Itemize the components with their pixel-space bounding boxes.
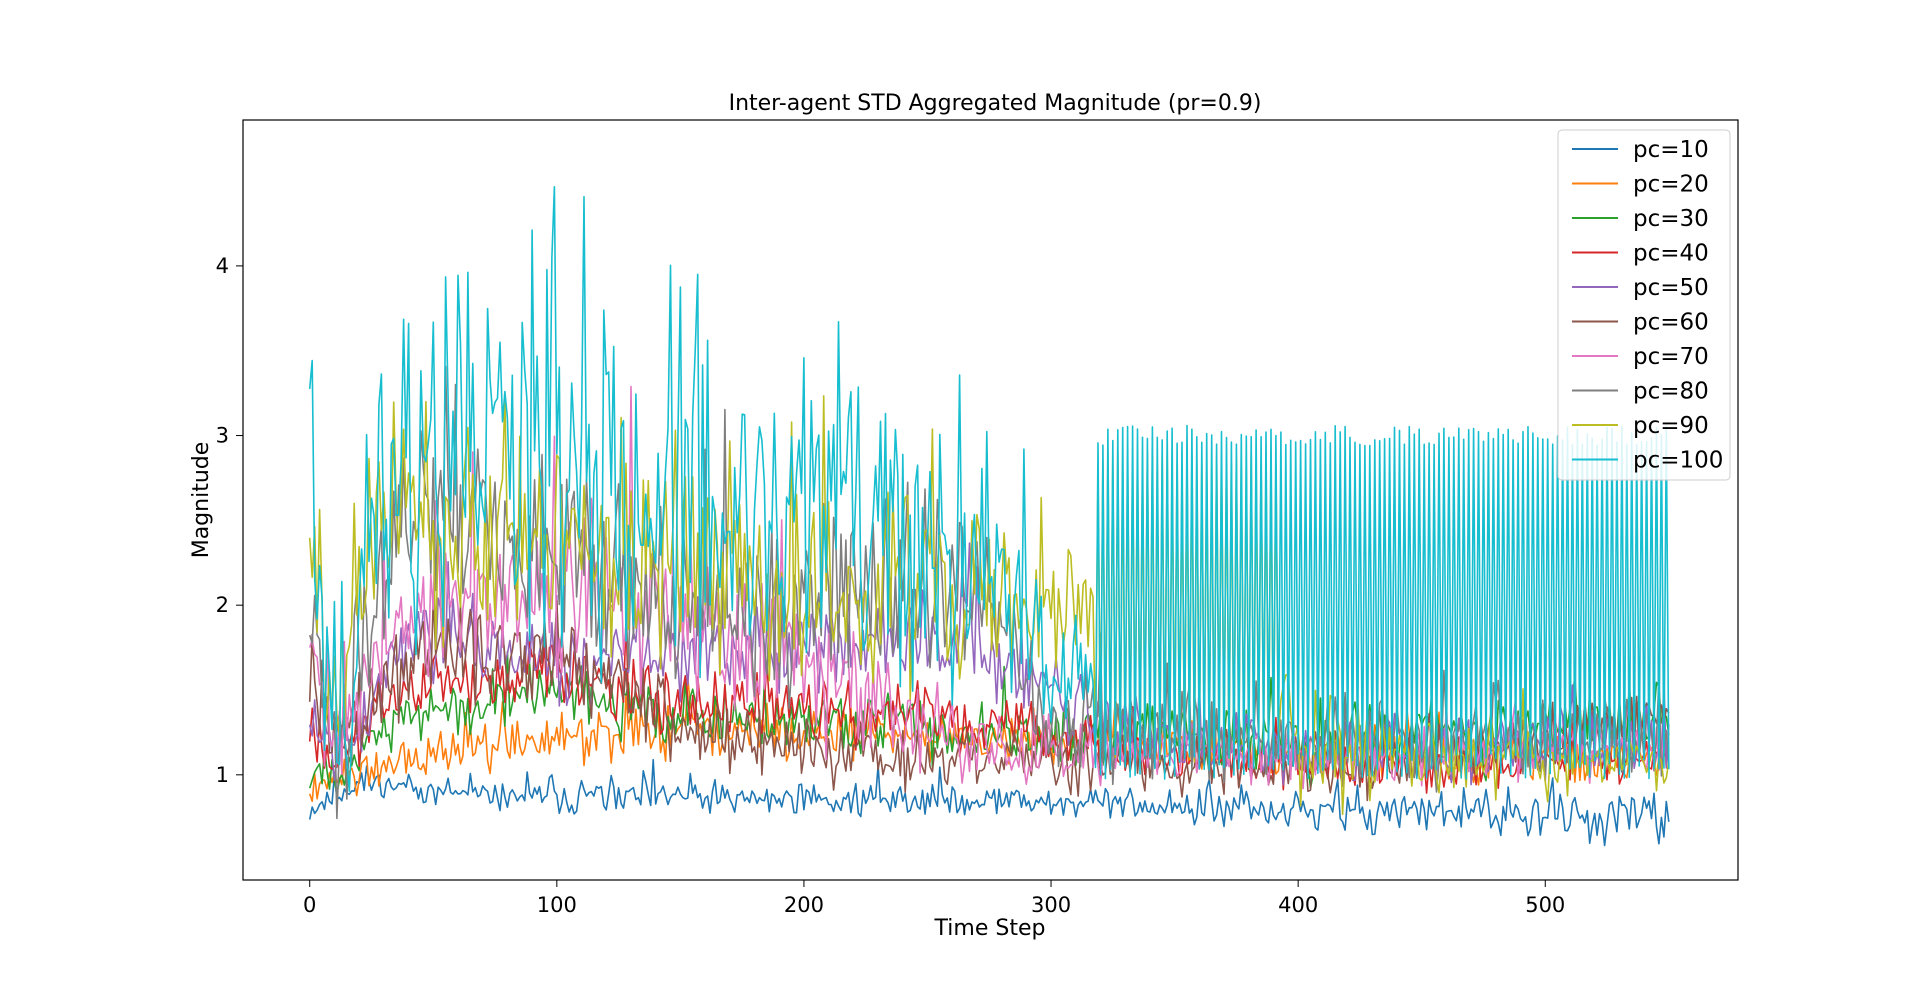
y-axis: 1 2 3 4 xyxy=(216,254,243,787)
legend-label: pc=80 xyxy=(1633,379,1709,405)
legend-label: pc=100 xyxy=(1633,448,1723,474)
y-tick-label: 3 xyxy=(216,424,229,448)
legend-label: pc=50 xyxy=(1633,275,1709,301)
x-tick-label: 0 xyxy=(303,893,316,917)
legend-label: pc=30 xyxy=(1633,206,1709,232)
x-tick-label: 100 xyxy=(537,893,577,917)
chart-title: Inter-agent STD Aggregated Magnitude (pr… xyxy=(729,91,1262,116)
plot-frame xyxy=(242,119,1739,881)
series-line-pc-100 xyxy=(308,186,1670,792)
legend-label: pc=70 xyxy=(1633,344,1709,370)
series-line-pc-40 xyxy=(308,618,1670,794)
x-axis: 0 100 200 300 400 500 xyxy=(303,880,1565,917)
x-tick-label: 500 xyxy=(1525,893,1565,917)
series-line-pc-10 xyxy=(308,758,1670,847)
y-tick-label: 2 xyxy=(216,593,229,617)
y-tick-label: 1 xyxy=(216,763,229,787)
x-tick-label: 300 xyxy=(1031,893,1071,917)
x-tick-label: 200 xyxy=(784,893,824,917)
x-tick-label: 400 xyxy=(1278,893,1318,917)
legend-label: pc=10 xyxy=(1633,137,1709,163)
x-axis-label: Time Step xyxy=(934,916,1046,941)
legend-label: pc=20 xyxy=(1633,172,1709,198)
legend-label: pc=60 xyxy=(1633,310,1709,336)
legend: pc=10 pc=20 pc=30 pc=40 pc=50 pc=60 pc=70 pc=80… xyxy=(1557,129,1731,481)
plot-lines xyxy=(308,186,1670,847)
legend-label: pc=90 xyxy=(1633,413,1709,439)
legend-label: pc=40 xyxy=(1633,241,1709,267)
y-tick-label: 4 xyxy=(216,254,229,278)
y-axis-label: Magnitude xyxy=(189,442,214,559)
